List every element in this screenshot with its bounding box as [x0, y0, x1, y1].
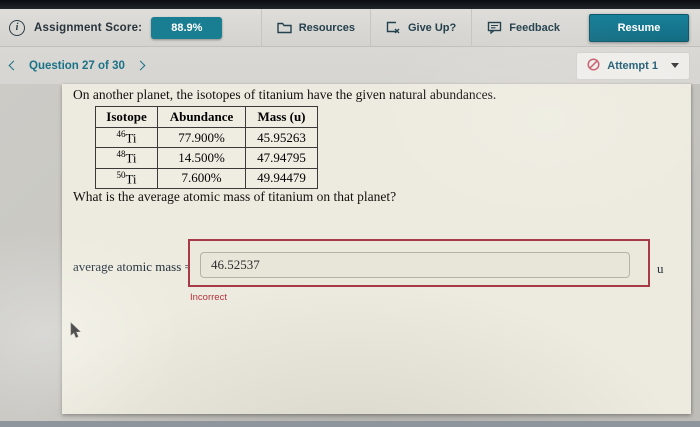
isotope-symbol: Ti	[125, 150, 137, 166]
isotope-symbol: Ti	[125, 130, 137, 146]
isotope-cell: 46Ti	[95, 126, 158, 149]
chevron-down-icon	[671, 63, 679, 68]
answer-error-outline	[188, 239, 650, 287]
give-up-icon	[386, 21, 401, 35]
column-header-abundance: Abundance	[157, 106, 246, 128]
isotope-cell: 50Ti	[95, 167, 158, 189]
give-up-label: Give Up?	[407, 21, 457, 34]
feedback-icon	[487, 21, 502, 34]
attempt-label: Attempt 1	[607, 59, 658, 72]
feedback-label: Feedback	[509, 21, 560, 34]
isotope-mass-number: 50	[116, 169, 126, 180]
info-icon[interactable]: i	[9, 19, 25, 36]
column-header-mass: Mass (u)	[245, 106, 318, 128]
column-header-isotope: Isotope	[95, 106, 158, 128]
assignment-score-badge: 88.9%	[151, 16, 223, 39]
abundance-cell: 77.900%	[157, 126, 246, 149]
previous-question-icon[interactable]	[8, 60, 19, 71]
resources-label: Resources	[298, 21, 355, 34]
table-row: 46Ti 77.900% 45.95263	[95, 126, 318, 149]
assignment-score-label: Assignment Score:	[34, 21, 143, 34]
mass-cell: 47.94795	[245, 147, 318, 169]
question-nav: Question 27 of 30	[8, 59, 146, 72]
answer-field-label: average atomic mass =	[73, 259, 192, 274]
assignment-score-group: i Assignment Score: 88.9%	[9, 16, 223, 39]
feedback-button[interactable]: Feedback	[471, 9, 575, 46]
question-counter: Question 27 of 30	[29, 59, 125, 72]
attempt-dropdown[interactable]: Attempt 1	[576, 51, 690, 80]
answer-unit-label: u	[657, 261, 664, 276]
assignment-header-bar: i Assignment Score: 88.9% Resources Give…	[0, 9, 700, 47]
isotope-symbol: Ti	[125, 170, 137, 186]
abundance-cell: 14.500%	[157, 147, 246, 169]
isotope-cell: 48Ti	[95, 147, 158, 169]
abundance-cell: 7.600%	[157, 167, 246, 189]
isotope-table: Isotope Abundance Mass (u) 46Ti 77.900% …	[95, 106, 318, 189]
folder-icon	[276, 22, 292, 34]
question-nav-bar: Question 27 of 30 Attempt 1	[0, 47, 700, 84]
table-header-row: Isotope Abundance Mass (u)	[95, 106, 318, 128]
table-row: 48Ti 14.500% 47.94795	[95, 147, 318, 169]
incorrect-status-label: Incorrect	[190, 292, 227, 303]
resume-button[interactable]: Resume	[589, 13, 689, 42]
question-prompt-text: What is the average atomic mass of titan…	[73, 189, 397, 204]
isotope-mass-number: 48	[116, 149, 126, 160]
give-up-button[interactable]: Give Up?	[369, 9, 471, 46]
mass-cell: 49.94479	[245, 167, 318, 189]
question-intro-text: On another planet, the isotopes of titan…	[73, 87, 497, 102]
question-card: On another planet, the isotopes of titan…	[62, 84, 691, 414]
screen-top-bezel	[0, 0, 700, 9]
next-question-icon[interactable]	[135, 60, 146, 71]
isotope-mass-number: 46	[116, 129, 126, 139]
answer-input[interactable]	[200, 252, 630, 278]
no-entry-icon	[587, 57, 600, 74]
table-row: 50Ti 7.600% 49.94479	[95, 167, 318, 189]
resources-button[interactable]: Resources	[260, 9, 370, 46]
screen-bottom-bezel	[0, 421, 700, 427]
header-actions: Resources Give Up? Feedback	[260, 9, 691, 46]
mass-cell: 45.95263	[245, 126, 318, 149]
